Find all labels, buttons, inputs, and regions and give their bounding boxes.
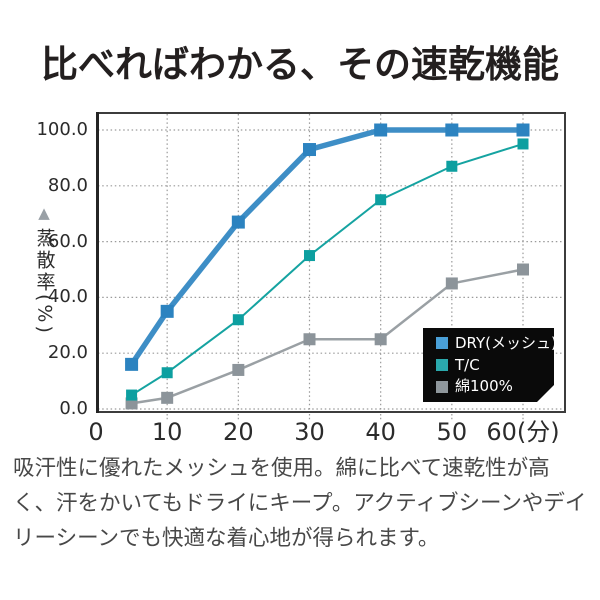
- y-tick-label: 100.0: [36, 119, 88, 140]
- data-point-marker: [375, 194, 387, 206]
- legend-item: 綿100%: [436, 377, 554, 396]
- legend-item: T/C: [436, 356, 554, 375]
- data-point-marker: [232, 363, 245, 376]
- y-tick-label: 0.0: [59, 398, 88, 419]
- x-tick-label: 50: [436, 418, 468, 446]
- data-point-marker: [126, 389, 138, 401]
- y-tick-label: 40.0: [47, 286, 88, 308]
- data-point-marker: [374, 123, 388, 137]
- y-tick-label: 80.0: [47, 174, 88, 196]
- legend-label: DRY(メッシュ): [455, 333, 557, 352]
- data-point-marker: [125, 357, 139, 371]
- x-tick-label: 20: [223, 418, 254, 446]
- legend-swatch-icon: [436, 359, 448, 371]
- data-point-marker: [304, 250, 315, 262]
- data-point-marker: [232, 314, 244, 326]
- legend-swatch-icon: [436, 381, 448, 393]
- data-point-marker: [445, 277, 458, 290]
- x-tick-label: 40: [365, 418, 396, 446]
- data-point-marker: [231, 215, 245, 229]
- triangle-icon: ▲: [38, 204, 50, 222]
- description-text: 吸汗性に優れたメッシュを使用。綿に比べて速乾性が高 く、汗をかいてもドライにキー…: [13, 456, 587, 551]
- x-tick-label: 0: [88, 418, 104, 446]
- y-tick-label: 20.0: [47, 342, 88, 364]
- data-point-marker: [161, 391, 174, 404]
- data-point-marker: [160, 304, 174, 318]
- chart-svg: [96, 112, 566, 420]
- data-point-marker: [374, 333, 387, 346]
- x-tick-label: 10: [151, 418, 183, 446]
- data-point-marker: [517, 138, 529, 150]
- y-tick-label: 60.0: [47, 230, 88, 252]
- data-point-marker: [446, 160, 458, 172]
- y-axis-title: ▲ 蒸散率(%): [29, 206, 59, 336]
- data-point-marker: [161, 367, 173, 379]
- data-point-marker: [517, 263, 529, 276]
- legend-label: T/C: [455, 355, 480, 374]
- data-point-marker: [303, 333, 316, 346]
- x-tick-label: 30: [294, 418, 325, 446]
- data-point-marker: [445, 123, 459, 137]
- page-title: 比べればわかる、その速乾機能: [41, 43, 559, 86]
- legend: DRY(メッシュ) T/C 綿100%: [423, 328, 554, 402]
- plot-area: DRY(メッシュ) T/C 綿100%: [96, 112, 566, 420]
- legend-label: 綿100%: [455, 377, 513, 396]
- x-tick-label: 60(分): [486, 418, 560, 446]
- legend-item: DRY(メッシュ): [436, 334, 554, 353]
- legend-swatch-icon: [436, 337, 448, 349]
- data-point-marker: [303, 143, 316, 157]
- y-axis-title-text: 蒸散率(%): [33, 228, 56, 336]
- data-point-marker: [516, 123, 530, 137]
